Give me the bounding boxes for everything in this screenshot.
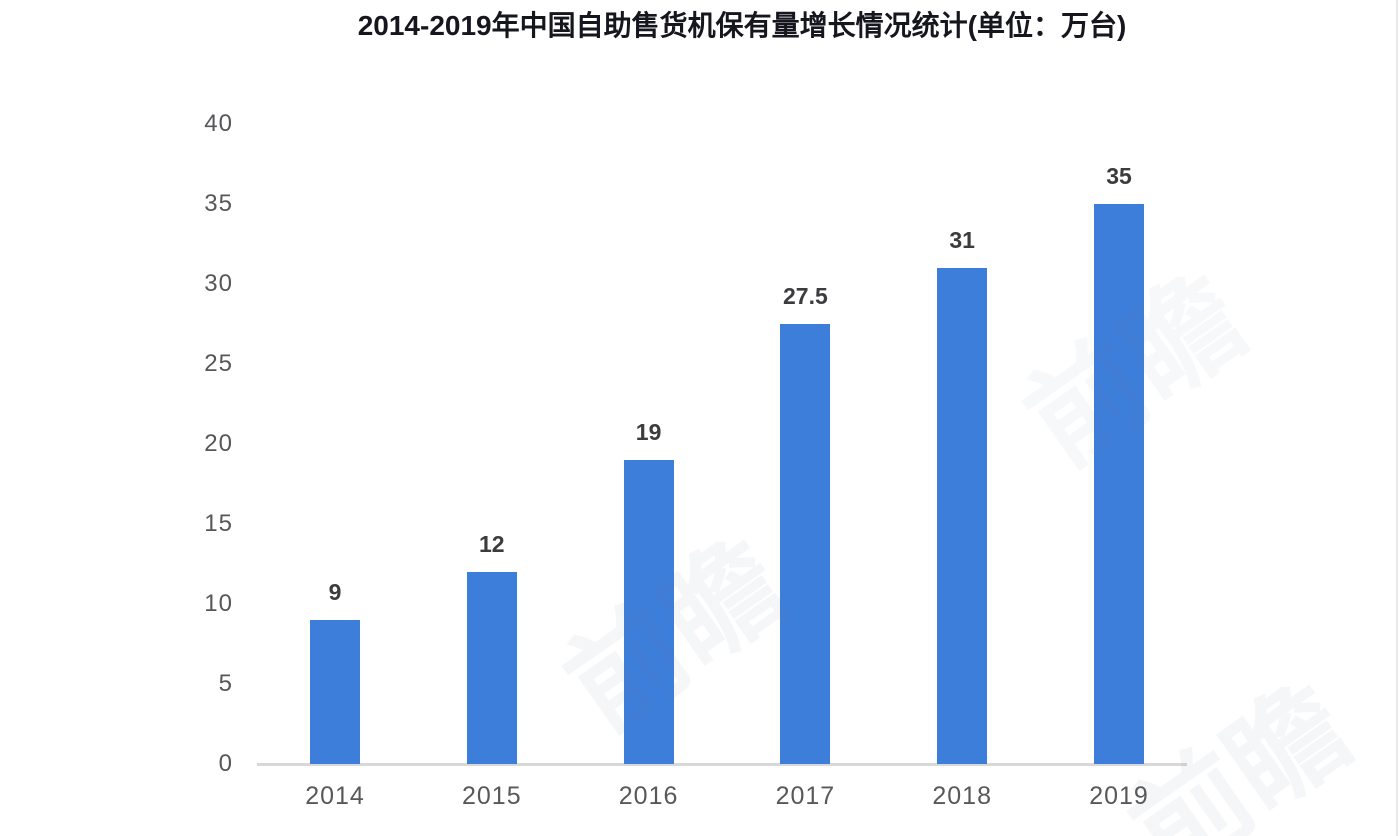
x-tick-label: 2015 <box>461 782 522 810</box>
x-tick-label: 2019 <box>1089 782 1149 810</box>
bar-value-label: 27.5 <box>783 283 828 309</box>
bar <box>937 268 988 764</box>
x-tick-label: 2014 <box>305 782 365 810</box>
y-tick-label: 35 <box>204 190 233 217</box>
bar <box>623 460 674 764</box>
y-tick-label: 30 <box>204 270 233 297</box>
bar-value-label: 31 <box>949 227 975 253</box>
image-right-edge-artifact <box>1396 0 1398 836</box>
y-tick-label: 25 <box>204 350 233 377</box>
bar-value-label: 19 <box>635 419 662 445</box>
bar <box>466 572 517 764</box>
y-tick-label: 15 <box>204 510 233 537</box>
bar-value-label: 9 <box>328 579 342 605</box>
bar-value-label: 35 <box>1106 163 1132 189</box>
bar <box>1094 204 1144 764</box>
x-tick-label: 2016 <box>618 782 679 810</box>
x-tick-label: 2017 <box>775 782 836 810</box>
y-tick-label: 0 <box>218 750 233 777</box>
bar <box>310 620 360 764</box>
x-tick-label: 2018 <box>932 782 992 810</box>
y-tick-label: 20 <box>204 430 233 457</box>
y-tick-label: 10 <box>204 590 233 617</box>
y-tick-label: 40 <box>204 110 233 137</box>
bar <box>780 324 831 764</box>
bar-value-label: 12 <box>479 531 505 557</box>
y-tick-label: 5 <box>218 670 233 697</box>
chart-title: 2014-2019年中国自助售货机保有量增长情况统计(单位：万台) <box>357 10 1127 41</box>
x-axis-line <box>257 763 1187 766</box>
